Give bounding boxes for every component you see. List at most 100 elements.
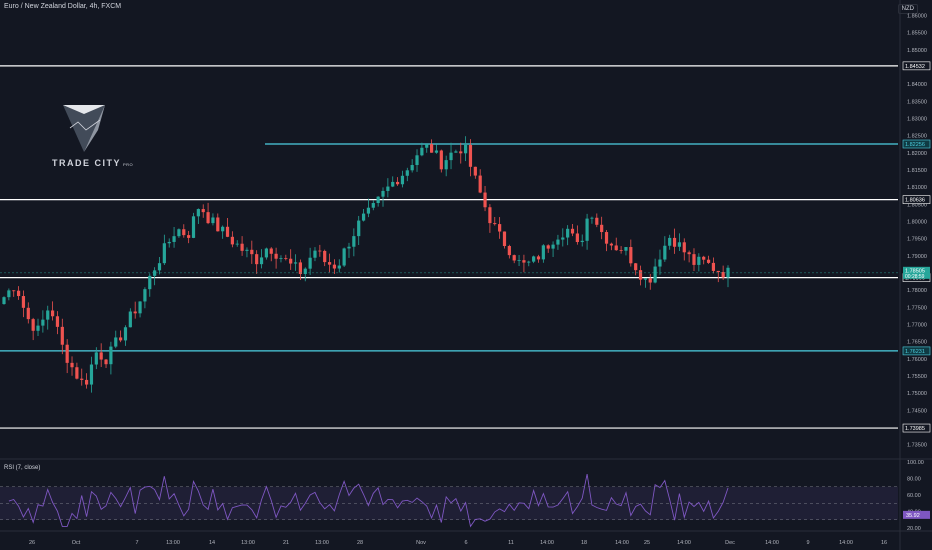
candle-body xyxy=(609,243,613,246)
candle-body xyxy=(527,261,531,263)
y-tick-label: 1.76500 xyxy=(907,340,927,346)
candle-body xyxy=(711,262,716,271)
countdown-label: 00:28:59 xyxy=(905,274,925,280)
candle-body xyxy=(187,235,191,238)
candle-body xyxy=(308,257,312,269)
candle-body xyxy=(182,229,186,236)
candle-body xyxy=(16,290,21,297)
x-tick-label: 13:00 xyxy=(166,540,180,546)
candle-body xyxy=(119,337,123,341)
candle-body xyxy=(216,217,220,232)
currency-badge[interactable]: NZD xyxy=(897,4,918,14)
candle-body xyxy=(600,224,604,233)
candle-body xyxy=(313,250,317,258)
candle-body xyxy=(259,257,264,265)
candles xyxy=(2,136,730,393)
candle-body xyxy=(269,248,273,254)
candle-body xyxy=(21,296,26,308)
x-tick-label: 14:00 xyxy=(839,540,853,546)
candle-body xyxy=(36,325,40,331)
y-tick-label: 1.83500 xyxy=(907,99,927,105)
candle-body xyxy=(196,209,200,217)
candle-body xyxy=(357,220,361,237)
candle-body xyxy=(536,256,541,260)
candle-body xyxy=(323,250,327,263)
candle-body xyxy=(473,166,477,176)
y-tick-label: 1.85000 xyxy=(907,48,927,54)
candle-body xyxy=(391,181,395,187)
candle-body xyxy=(405,170,409,176)
candle-body xyxy=(677,242,682,247)
candle-body xyxy=(415,155,419,166)
candle-body xyxy=(638,270,643,280)
candle-body xyxy=(706,259,711,263)
y-tick-label: 1.82500 xyxy=(907,134,927,140)
candle-body xyxy=(614,245,618,251)
candle-body xyxy=(425,144,429,148)
candle-body xyxy=(449,152,453,161)
x-tick-label: 26 xyxy=(29,540,35,546)
x-tick-label: 28 xyxy=(357,540,363,546)
candle-body xyxy=(143,289,147,302)
candle-body xyxy=(663,245,667,260)
candle-body xyxy=(624,247,628,251)
level-label: 1.84532 xyxy=(905,64,925,70)
candle-body xyxy=(386,186,390,191)
y-tick-label: 1.76000 xyxy=(907,357,927,363)
y-tick-label: 1.75000 xyxy=(907,391,927,397)
candle-body xyxy=(279,258,283,259)
candle-body xyxy=(128,311,132,328)
rsi-label: RSI (7, close) xyxy=(4,465,41,471)
candle-body xyxy=(211,217,215,224)
candle-body xyxy=(702,256,706,260)
y-tick-label: 1.79500 xyxy=(907,237,927,243)
candle-body xyxy=(672,237,677,247)
candle-body xyxy=(133,311,137,314)
x-tick-label: 21 xyxy=(283,540,289,546)
candle-body xyxy=(70,362,74,368)
y-tick-label: 1.80500 xyxy=(907,202,927,208)
candle-body xyxy=(240,243,244,251)
candle-body xyxy=(546,245,550,249)
candle-body xyxy=(157,263,162,271)
candle-body xyxy=(153,270,157,276)
candle-body xyxy=(65,344,69,363)
y-tick-label: 1.79000 xyxy=(907,254,927,260)
candle-body xyxy=(590,217,594,219)
candle-body xyxy=(493,223,497,225)
candle-body xyxy=(682,242,686,253)
x-tick-label: 16 xyxy=(881,540,887,546)
candle-body xyxy=(658,259,662,267)
y-tick-label: 1.84000 xyxy=(907,82,927,88)
candle-body xyxy=(395,181,400,185)
level-label-box xyxy=(902,423,931,433)
candle-body xyxy=(434,150,439,153)
logo-shape-right xyxy=(84,105,105,152)
level-label-box xyxy=(902,346,931,356)
y-tick-label: 1.78000 xyxy=(907,288,927,294)
level-label-box xyxy=(902,195,931,204)
candle-body xyxy=(687,252,691,255)
logo-icon xyxy=(63,105,105,152)
y-tick-label: 1.77000 xyxy=(907,323,927,329)
candle-body xyxy=(245,249,249,251)
candle-body xyxy=(478,175,482,193)
candle-body xyxy=(429,144,434,153)
candle-body xyxy=(585,218,589,241)
y-tick-label: 1.74500 xyxy=(907,408,927,414)
candle-body xyxy=(342,248,346,266)
level-label: 1.82256 xyxy=(905,142,925,148)
candle-body xyxy=(498,224,502,232)
candle-body xyxy=(517,260,521,261)
candle-body xyxy=(352,236,356,247)
candle-body xyxy=(191,216,196,238)
rsi-tick-label: 100.00 xyxy=(907,460,924,466)
level-label: 1.76231 xyxy=(905,349,925,355)
candle-body xyxy=(201,209,205,213)
candle-body xyxy=(250,249,254,255)
candle-body xyxy=(221,226,225,232)
candle-body xyxy=(225,226,230,237)
candle-body xyxy=(99,352,103,360)
candle-body xyxy=(716,270,720,273)
